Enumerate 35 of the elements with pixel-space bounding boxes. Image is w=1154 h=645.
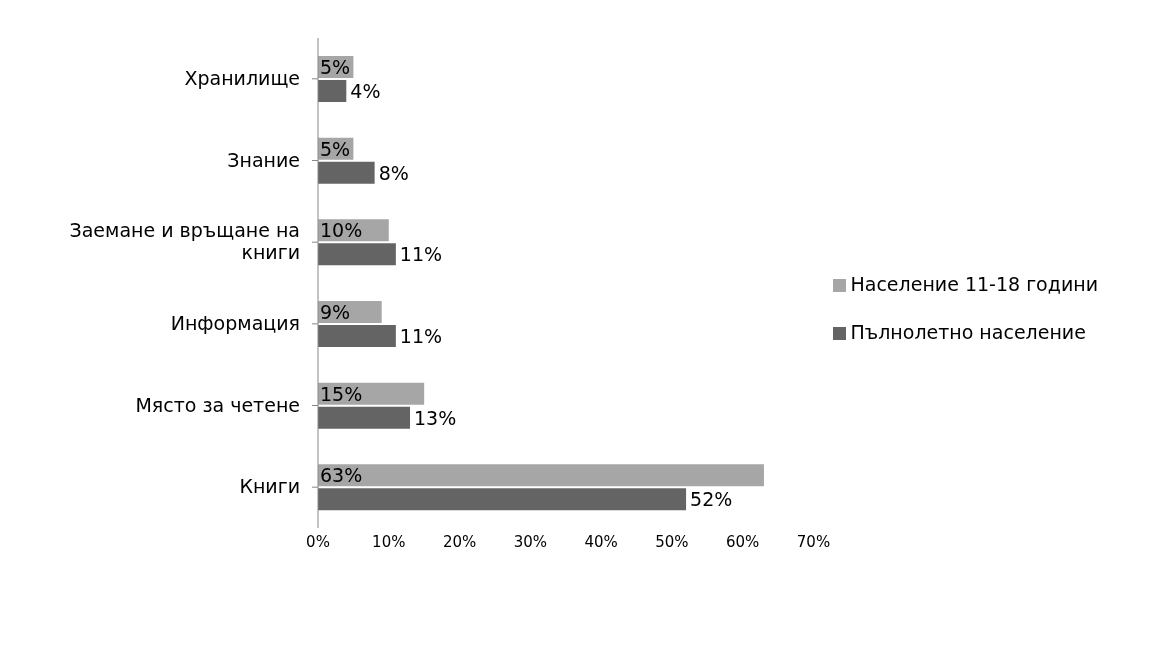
bar [318, 488, 687, 511]
bar [318, 161, 375, 184]
y-tick-label: Информация [170, 311, 300, 334]
data-label: 9% [320, 301, 351, 323]
y-tick-label: Книги [239, 475, 300, 498]
data-label: 11% [399, 325, 443, 347]
x-tick-label: 20% [442, 532, 477, 551]
bar [318, 464, 764, 487]
data-label: 4% [350, 80, 381, 102]
y-tick-label: Заемане и връщане на книги [69, 219, 300, 264]
bar [318, 243, 396, 266]
y-tick-label: Знание [227, 148, 300, 171]
data-label: 5% [320, 137, 351, 160]
x-tick-label: 0% [306, 532, 330, 551]
x-tick-label: 50% [655, 532, 689, 551]
x-tick-label: 10% [372, 532, 406, 551]
data-label: 8% [378, 161, 409, 184]
data-label: 10% [320, 219, 363, 242]
data-label: 11% [399, 243, 443, 266]
data-label: 5% [320, 56, 351, 78]
legend-label: Население 11-18 години [850, 273, 1098, 295]
x-tick-label: 70% [796, 532, 831, 551]
y-tick-label: Място за четене [135, 393, 300, 416]
data-label: 63% [320, 464, 363, 487]
bar [318, 325, 396, 347]
bar [318, 80, 347, 102]
x-tick-label: 30% [513, 532, 548, 551]
legend-label: Пълнолетно население [850, 321, 1086, 343]
x-tick-label: 60% [726, 532, 760, 551]
x-tick-label: 40% [584, 532, 618, 551]
bar [318, 406, 411, 429]
data-label: 52% [690, 488, 733, 511]
data-label: 15% [320, 382, 363, 405]
data-label: 13% [414, 406, 457, 429]
y-tick-label: Хранилище [184, 66, 300, 89]
